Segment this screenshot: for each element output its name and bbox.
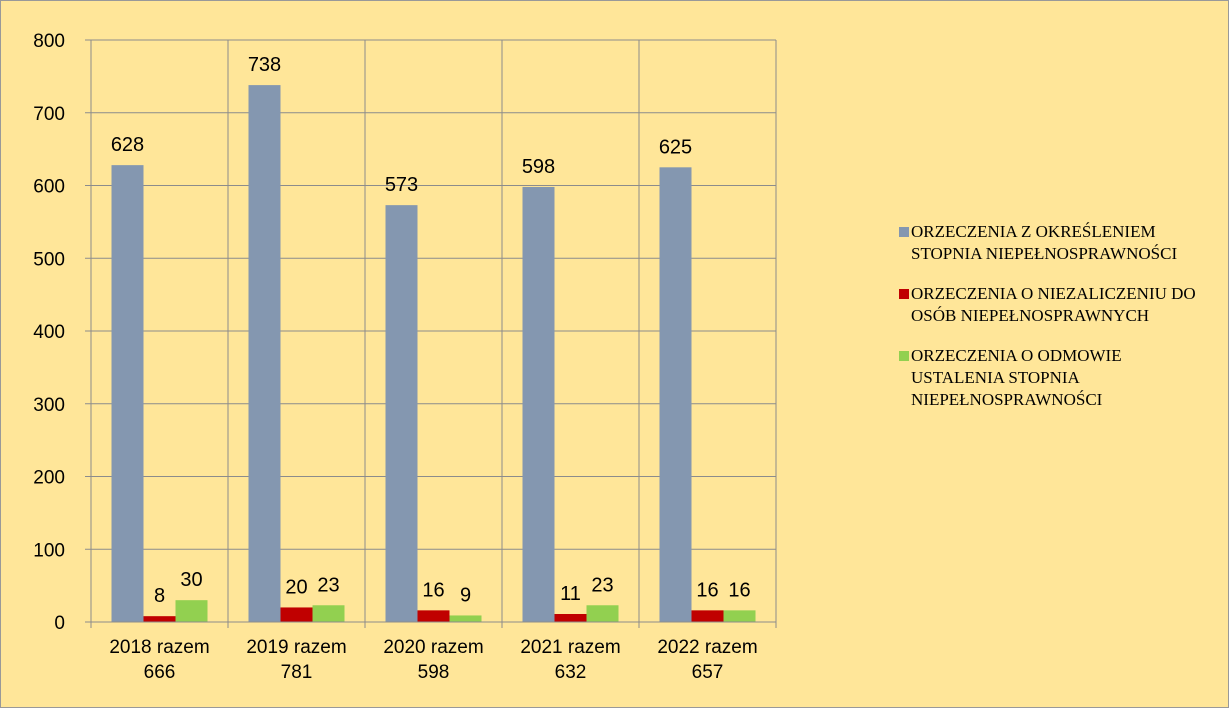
data-label: 625 xyxy=(659,136,692,158)
y-tick-label: 600 xyxy=(33,177,65,198)
data-label: 16 xyxy=(422,579,444,601)
y-tick-label: 300 xyxy=(33,395,65,416)
bar xyxy=(449,615,482,622)
data-label: 30 xyxy=(180,569,202,591)
legend-item: ORZECZENIA O NIEZALICZENIU DO OSÓB NIEPE… xyxy=(899,283,1209,327)
data-label: 11 xyxy=(560,583,581,605)
data-label: 8 xyxy=(154,585,165,607)
data-label: 20 xyxy=(285,576,307,598)
data-label: 738 xyxy=(248,54,281,76)
bar xyxy=(723,610,756,622)
data-label: 23 xyxy=(591,574,613,596)
x-tick-label: 2019 razem 781 xyxy=(246,637,346,683)
bar xyxy=(385,205,418,622)
legend-label: ORZECZENIA O ODMOWIE USTALENIA STOPNIA N… xyxy=(911,346,1122,409)
x-tick-label: 2021 razem 632 xyxy=(520,637,620,683)
data-label: 16 xyxy=(696,579,718,601)
legend-swatch xyxy=(899,289,909,299)
y-tick-label: 500 xyxy=(33,249,65,270)
bar xyxy=(522,186,555,622)
y-tick-label: 100 xyxy=(33,540,65,561)
bar xyxy=(691,610,724,622)
x-tick-label: 2020 razem 598 xyxy=(383,637,483,683)
x-tick-label: 2022 razem 657 xyxy=(657,637,757,683)
bar xyxy=(417,610,450,622)
bar xyxy=(312,605,345,622)
legend-swatch xyxy=(899,351,909,361)
legend-item: ORZECZENIA Z OKREŚLENIEM STOPNIA NIEPEŁN… xyxy=(899,221,1209,265)
bar xyxy=(554,613,587,622)
legend: ORZECZENIA Z OKREŚLENIEM STOPNIA NIEPEŁN… xyxy=(899,221,1209,429)
bar xyxy=(280,607,313,622)
data-label: 598 xyxy=(522,156,555,178)
legend-label: ORZECZENIA O NIEZALICZENIU DO OSÓB NIEPE… xyxy=(911,284,1196,325)
y-tick-label: 800 xyxy=(33,31,65,52)
bar xyxy=(586,605,619,622)
data-label: 9 xyxy=(460,584,471,606)
data-label: 573 xyxy=(385,174,418,196)
data-label: 23 xyxy=(317,574,339,596)
bar xyxy=(143,616,176,622)
y-tick-label: 400 xyxy=(33,322,65,343)
x-tick-label: 2018 razem 666 xyxy=(109,637,209,683)
y-tick-label: 700 xyxy=(33,104,65,125)
data-label: 628 xyxy=(111,134,144,156)
bar xyxy=(659,167,692,622)
legend-swatch xyxy=(899,227,909,237)
legend-item: ORZECZENIA O ODMOWIE USTALENIA STOPNIA N… xyxy=(899,345,1209,411)
bar xyxy=(175,600,208,622)
bar xyxy=(111,165,144,622)
y-tick-label: 200 xyxy=(33,468,65,489)
bar xyxy=(248,85,281,623)
y-tick-label: 0 xyxy=(54,613,65,634)
legend-label: ORZECZENIA Z OKREŚLENIEM STOPNIA NIEPEŁN… xyxy=(911,222,1178,263)
data-label: 16 xyxy=(728,579,750,601)
